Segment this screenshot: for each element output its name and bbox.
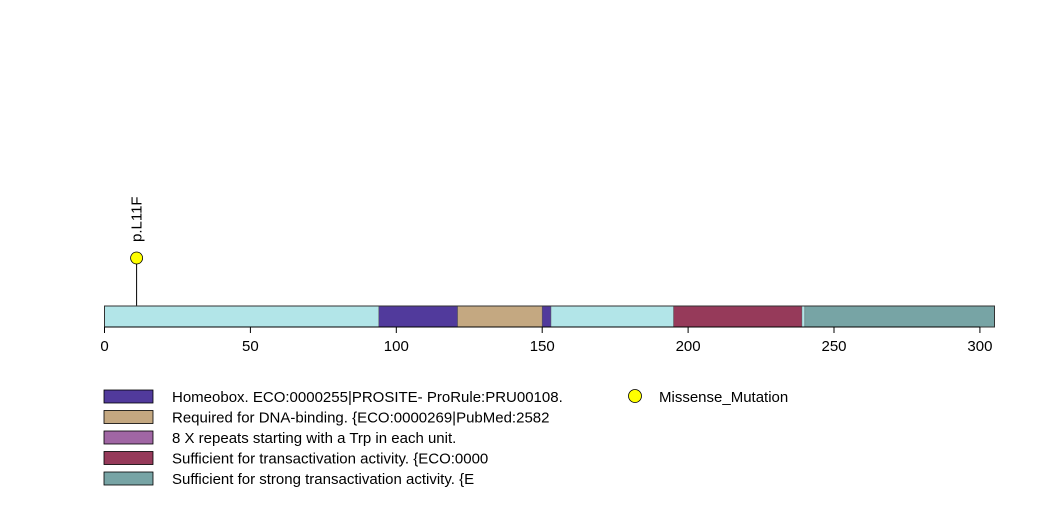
domain-block bbox=[541, 305, 552, 328]
legend-swatch bbox=[103, 471, 154, 486]
domain-block bbox=[804, 305, 995, 328]
x-tick-label: 300 bbox=[967, 338, 992, 355]
legend: Homeobox. ECO:0000255|PROSITE- ProRule:P… bbox=[103, 389, 788, 488]
x-tick-label: 150 bbox=[530, 338, 555, 355]
x-tick-label: 0 bbox=[100, 338, 108, 355]
domain-block bbox=[378, 305, 458, 328]
legend-swatch bbox=[103, 410, 154, 424]
legend-label: Sufficient for strong transactivation ac… bbox=[172, 471, 474, 488]
x-tick-label: 50 bbox=[242, 338, 259, 355]
x-tick-label: 100 bbox=[384, 338, 409, 355]
legend-label: Required for DNA-binding. {ECO:0000269|P… bbox=[172, 410, 549, 427]
legend-mutation-label: Missense_Mutation bbox=[659, 389, 788, 406]
legend-label: 8 X repeats starting with a Trp in each … bbox=[172, 430, 456, 447]
mutation-label: p.L11F bbox=[129, 196, 146, 242]
protein-backbone-layer bbox=[104, 305, 995, 328]
mutation-head bbox=[130, 251, 143, 265]
legend-swatch bbox=[103, 451, 154, 465]
legend-swatch bbox=[103, 430, 154, 445]
legend-label: Homeobox. ECO:0000255|PROSITE- ProRule:P… bbox=[172, 389, 563, 406]
x-tick-label: 250 bbox=[821, 338, 846, 355]
legend-mutation-marker bbox=[628, 389, 642, 403]
x-tick-label: 200 bbox=[676, 338, 701, 355]
domain-block bbox=[673, 305, 803, 328]
x-axis: 0 50 100 150 200 250 300 bbox=[100, 326, 992, 355]
domain-block bbox=[457, 305, 543, 328]
mutation-layer: p.L11F bbox=[129, 196, 146, 306]
legend-label: Sufficient for transactivation activity.… bbox=[172, 451, 488, 468]
legend-swatch bbox=[103, 389, 154, 404]
